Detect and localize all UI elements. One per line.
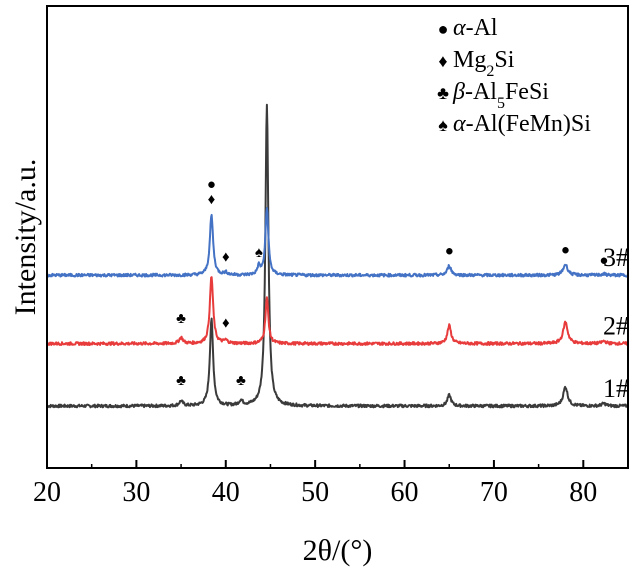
peak-markers: ♣♣♣♦♦●♦♠♦●●●● [176,177,608,389]
peak-marker: ♦ [222,316,230,332]
x-tick-label: 80 [569,477,597,508]
x-tick-label: 20 [33,477,61,508]
x-tick-label: 50 [301,477,329,508]
series-label: 1# [603,374,629,403]
legend: ● α-Al ♦ Mg2Si♣ β-Al5FeSi♠ α-Al(FeMn)Si [437,15,591,137]
peak-marker: ♦ [208,192,216,208]
legend-label: Mg2Si [453,47,515,80]
x-tick-label: 70 [480,477,508,508]
legend-symbol: ● [438,19,449,39]
x-axis-label: 2θ/(°) [303,534,373,567]
series-line-3 [46,207,629,278]
plot-frame [46,5,629,469]
peak-marker: ♦ [222,250,230,266]
series-line-1 [46,103,629,409]
legend-label: β-Al5FeSi [452,79,549,112]
x-tick-label: 40 [212,477,240,508]
peak-marker: ♣ [176,373,186,389]
legend-label: α-Al(FeMn)Si [453,111,591,137]
legend-symbol: ♠ [438,115,448,135]
series-line-2 [46,276,629,347]
plot-lines [46,103,629,409]
series-labels: 1# 2# 3# [603,243,629,403]
legend-symbol: ♣ [437,83,449,103]
peak-marker: ● [561,242,570,258]
series-label: 3# [603,243,629,272]
peak-marker: ● [207,177,216,193]
series-label: 2# [603,312,629,341]
x-tick-label: 30 [122,477,150,508]
peak-marker: ♣ [176,311,186,327]
peak-marker: ♣ [236,373,246,389]
x-axis-ticks: 20 30 40 50 60 70 80 [33,460,597,508]
x-tick-label: 60 [391,477,419,508]
peak-marker: ● [599,253,608,269]
legend-symbol: ♦ [438,51,447,71]
legend-label: α-Al [453,15,498,41]
y-axis-label: Intensity/a.u. [9,159,42,316]
peak-marker: ♠ [255,245,263,261]
peak-marker: ● [445,244,454,260]
